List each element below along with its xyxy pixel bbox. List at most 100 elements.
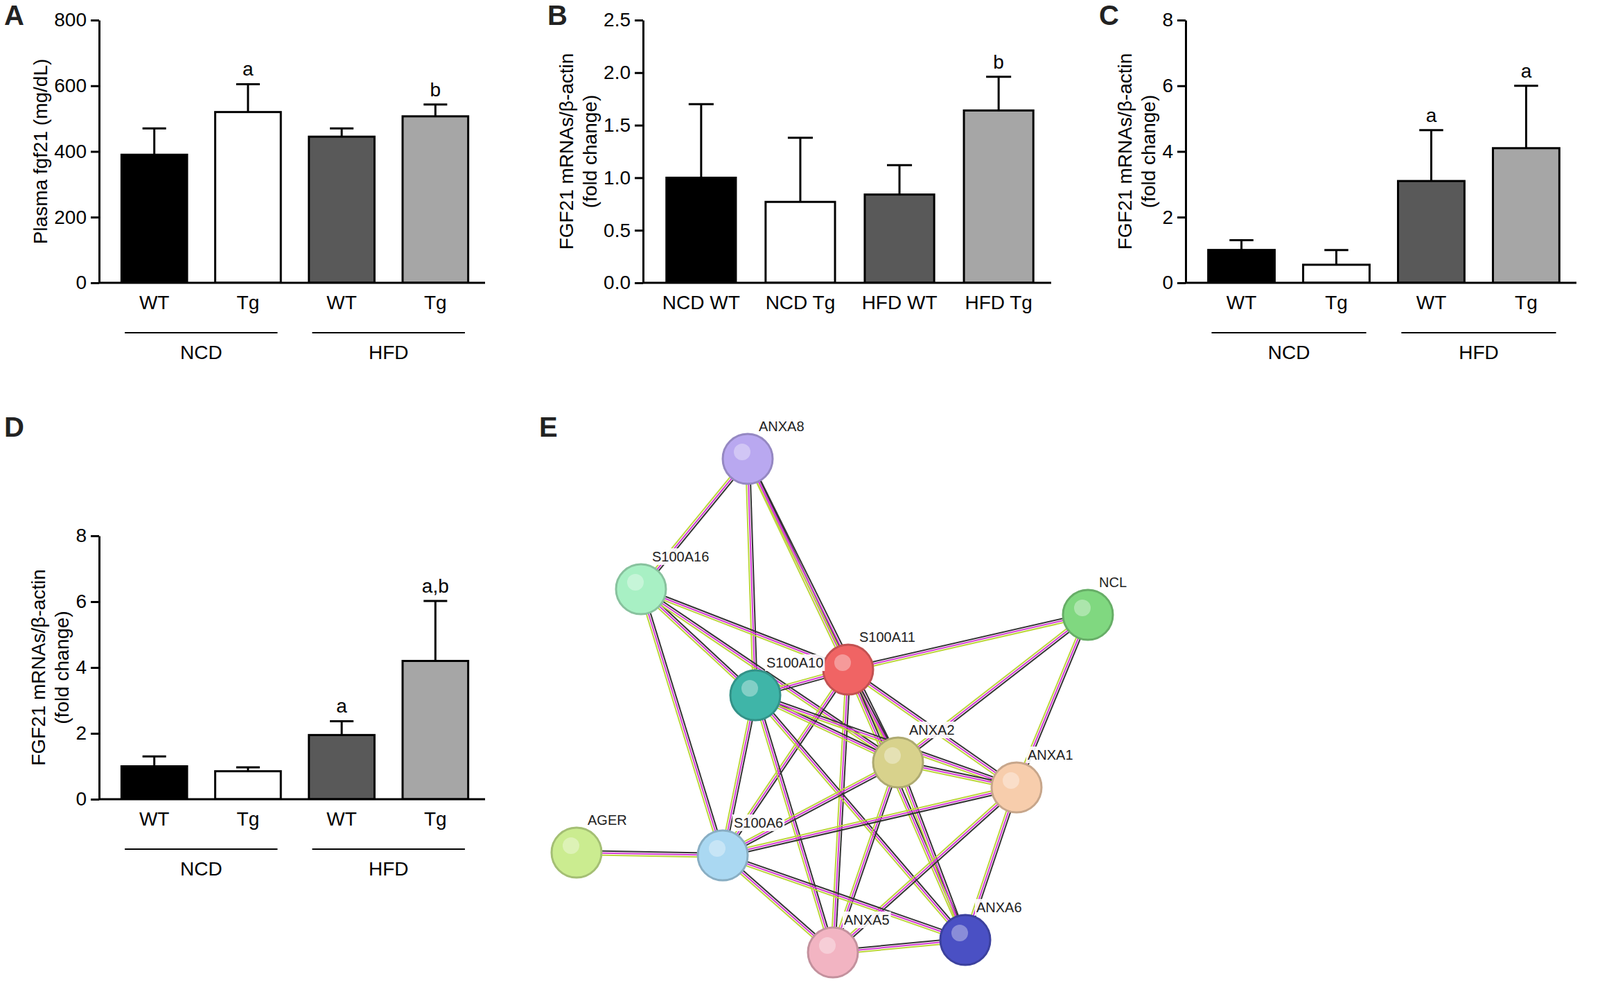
error-bar-stem — [798, 137, 802, 202]
edges — [576, 457, 1090, 955]
bar — [963, 110, 1034, 283]
bar — [666, 177, 736, 283]
panel-letter: C — [1099, 0, 1120, 31]
error-bar — [886, 164, 912, 195]
y-tick: 6 — [1162, 74, 1186, 97]
x-tick: Tg — [236, 798, 260, 830]
y-tick-label: 600 — [54, 74, 87, 97]
significance-label: b — [992, 51, 1005, 73]
edge-line — [834, 762, 901, 953]
node-label: ANXA5 — [844, 911, 890, 928]
x-tick: NCD Tg — [765, 282, 836, 314]
node-label: S100A10 — [766, 654, 824, 671]
y-tick-label: 6 — [75, 590, 87, 612]
x-tick-label: WT — [139, 807, 170, 830]
error-bar — [787, 137, 813, 202]
error-bar-stem — [1240, 239, 1243, 250]
node-label: S100A16 — [652, 548, 709, 565]
node-label-group: ANXA2 — [907, 721, 957, 738]
y-tick-label: 800 — [54, 9, 87, 31]
node-label-group: NCL — [1097, 573, 1129, 591]
x-tick-label: Tg — [236, 807, 260, 830]
y-tick-label: 1.0 — [603, 166, 631, 189]
error-bar-stem — [997, 76, 1000, 111]
node-labels: ANXA8S100A16S100A11NCLS100A10ANXA2ANXA1A… — [586, 417, 1129, 928]
y-tick-label: 8 — [1162, 9, 1174, 31]
y-tick-mark — [1177, 282, 1186, 285]
group-label: HFD — [1458, 341, 1499, 364]
error-bar-cap — [236, 83, 260, 86]
edge-line — [723, 853, 966, 938]
y-tick-mark — [1177, 85, 1186, 88]
x-axis-line — [99, 282, 486, 285]
y-axis-title: (fold change) — [1137, 94, 1160, 208]
y-tick-label: 2 — [75, 722, 87, 744]
x-axis: WTTgWTTg — [99, 798, 486, 830]
node — [807, 927, 858, 978]
plot-area — [121, 83, 468, 283]
node-label: S100A6 — [733, 814, 784, 831]
y-tick-label: 2 — [1162, 206, 1174, 228]
bar — [1303, 264, 1370, 283]
panel-letter: D — [4, 411, 25, 443]
error-bar — [236, 83, 260, 112]
y-tick-mark — [634, 229, 644, 232]
group-label: HFD — [368, 341, 409, 364]
error-bar-stem — [340, 720, 344, 735]
error-bar-cap — [787, 136, 813, 139]
error-bar-stem — [340, 128, 344, 137]
error-bar — [688, 103, 714, 178]
node — [722, 433, 773, 484]
x-tick: WT — [139, 798, 170, 830]
x-tick: WT — [1226, 282, 1257, 314]
node-label-group: ANXA6 — [974, 898, 1024, 916]
node-label-bg — [1026, 746, 1075, 763]
x-axis: NCD WTNCD TgHFD WTHFD Tg — [643, 282, 1052, 314]
y-tick-label: 0 — [1162, 271, 1174, 294]
node — [823, 644, 874, 695]
edge-line — [898, 762, 966, 940]
node — [1062, 589, 1113, 640]
node-highlight — [733, 443, 751, 461]
error-bar-stem — [434, 104, 437, 117]
y-tick-mark — [1177, 216, 1186, 219]
node-label-group: ANXA1 — [1026, 746, 1075, 763]
error-bar — [423, 600, 447, 661]
node-label: ANXA1 — [1027, 746, 1074, 763]
error-bar-stem — [699, 103, 702, 178]
error-bar — [329, 128, 354, 137]
edge-line — [831, 785, 1016, 951]
x-axis-line — [643, 282, 1052, 285]
edge-line — [722, 762, 899, 856]
node-label: ANXA8 — [758, 418, 805, 434]
plot-area — [666, 76, 1034, 283]
error-bar-cap — [1419, 128, 1444, 131]
x-tick-label: HFD Tg — [964, 291, 1033, 314]
node — [940, 914, 991, 965]
bar — [402, 116, 469, 283]
error-bar-stem — [434, 600, 437, 661]
node — [551, 827, 602, 878]
edge-line — [899, 616, 1090, 764]
x-tick: WT — [326, 282, 357, 314]
y-tick: 2 — [75, 722, 100, 744]
node-label-group: AGER — [586, 811, 629, 829]
y-axis: 0.00.51.01.52.02.5 — [603, 9, 644, 294]
x-axis-line — [1185, 282, 1577, 285]
y-tick: 0 — [75, 787, 100, 810]
edge-line — [830, 761, 896, 952]
y-tick: 800 — [54, 9, 100, 31]
error-bar-stem — [153, 755, 156, 766]
significance-label: a — [336, 695, 348, 717]
x-tick-label: Tg — [424, 807, 447, 830]
node-label-bg — [857, 628, 917, 646]
y-tick: 0 — [1162, 271, 1186, 294]
error-bar-stem — [1335, 250, 1338, 265]
node-label-bg — [650, 548, 711, 565]
y-axis-title: FGF21 mRNAs/β-actin — [1114, 53, 1136, 251]
network-panel: EANXA8S100A16S100A11NCLS100A10ANXA2ANXA1… — [539, 411, 1129, 978]
y-tick-label: 400 — [54, 140, 87, 163]
error-bar-cap — [423, 600, 447, 603]
edge-line — [832, 762, 899, 953]
group-rule — [1211, 331, 1366, 334]
